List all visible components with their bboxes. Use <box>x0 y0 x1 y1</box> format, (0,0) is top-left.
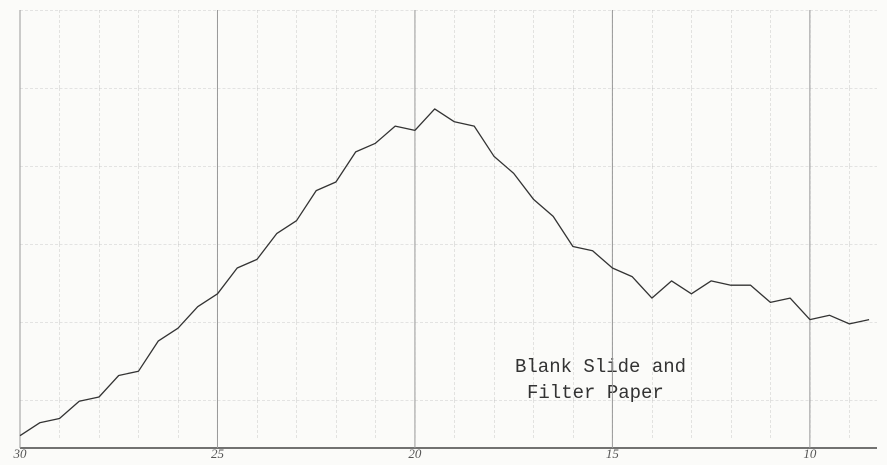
annotation: Filter Paper <box>527 382 664 404</box>
x-tick-label: 10 <box>803 446 817 461</box>
x-tick-label: 15 <box>606 446 620 461</box>
paper-grid <box>20 10 877 440</box>
annotation: Blank Slide and <box>515 356 686 378</box>
x-tick-label: 20 <box>408 446 422 461</box>
trace <box>19 108 870 437</box>
x-tick-label: 25 <box>211 446 225 461</box>
x-tick-label: 30 <box>13 446 28 461</box>
